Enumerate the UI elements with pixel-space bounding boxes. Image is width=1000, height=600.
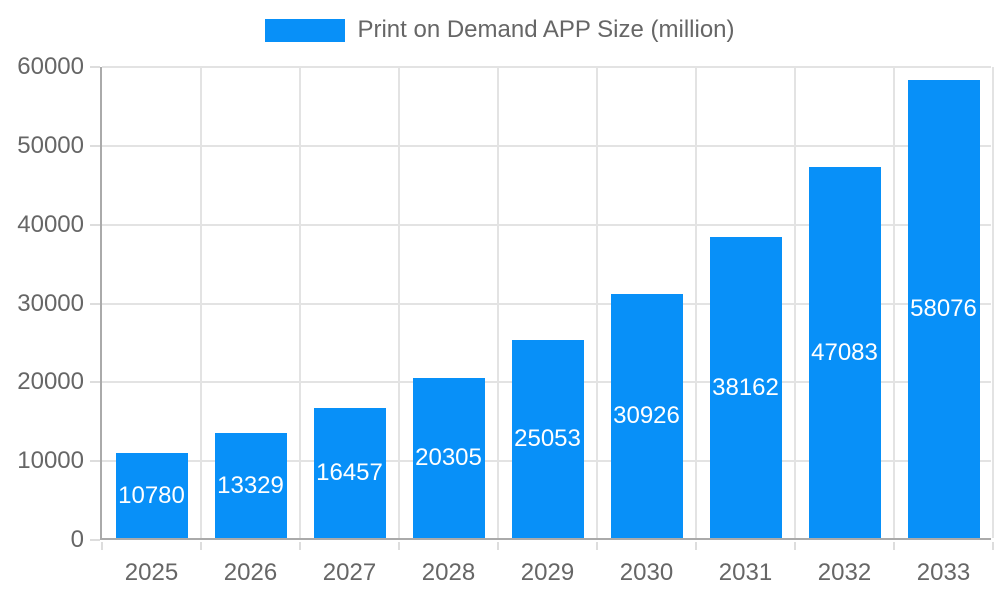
y-axis-tick	[90, 460, 100, 463]
y-axis-label: 0	[70, 526, 84, 553]
gridline-horizontal	[102, 223, 991, 226]
x-axis-tick	[200, 542, 202, 550]
bar-value-label: 30926	[613, 402, 680, 429]
bar-value-label: 20305	[415, 444, 482, 471]
y-axis-label: 30000	[17, 289, 84, 317]
bar-2028: 20305	[412, 378, 485, 538]
y-axis-tick	[90, 223, 100, 226]
legend-swatch-icon	[265, 18, 346, 42]
x-axis-label: 2026	[223, 559, 278, 586]
bar-2026: 13329	[214, 433, 287, 538]
legend-item[interactable]: Print on Demand APP Size (million)	[265, 16, 735, 43]
bar-2029: 25053	[511, 340, 584, 538]
y-axis-label: 60000	[17, 53, 84, 80]
y-axis-tick	[90, 302, 100, 305]
x-axis-tick	[398, 542, 400, 550]
y-axis-label: 20000	[17, 368, 84, 396]
gridline-vertical	[695, 67, 697, 538]
bar-value-label: 38162	[712, 373, 779, 401]
gridline-horizontal	[102, 66, 991, 68]
gridline-horizontal	[102, 302, 991, 305]
bar-value-label: 58076	[910, 295, 977, 322]
x-axis-label: 2030	[619, 559, 674, 586]
gridline-vertical	[596, 67, 598, 538]
gridline-vertical	[992, 67, 994, 538]
x-axis-tick	[497, 542, 499, 550]
gridline-vertical	[794, 67, 796, 538]
gridline-vertical	[398, 67, 400, 538]
bar-value-label: 47083	[811, 338, 878, 366]
x-axis-label: 2031	[718, 559, 773, 586]
bar-value-label: 13329	[217, 471, 284, 499]
bar-value-label: 16457	[316, 459, 383, 486]
gridline-horizontal	[102, 144, 991, 147]
x-axis-tick	[101, 542, 103, 550]
x-axis-tick	[992, 542, 994, 550]
x-axis-tick	[299, 542, 301, 550]
y-axis-label: 50000	[17, 131, 84, 159]
gridline-vertical	[893, 67, 895, 538]
legend-label: Print on Demand APP Size (million)	[357, 16, 735, 43]
y-axis-tick	[90, 539, 100, 541]
gridline-vertical	[200, 67, 202, 538]
y-axis-tick	[90, 66, 100, 68]
x-axis-label: 2028	[421, 559, 476, 586]
x-axis-label: 2033	[916, 559, 971, 586]
bar-2030: 30926	[610, 294, 683, 538]
x-axis-label: 2027	[322, 559, 377, 586]
bar-2033: 58076	[907, 80, 980, 538]
bar-2032: 47083	[808, 167, 881, 538]
x-axis-tick	[695, 542, 697, 550]
gridline-vertical	[299, 67, 301, 538]
plot-area: 10780 13329 16457 20305 25053 30926 38162 47083…	[100, 66, 994, 540]
y-axis-label: 10000	[17, 447, 84, 475]
bar-2031: 38162	[709, 237, 782, 538]
x-axis-label: 2025	[124, 559, 179, 586]
bar-value-label: 10780	[118, 481, 185, 509]
x-axis-label: 2032	[817, 559, 872, 586]
bar-2025: 10780	[115, 453, 188, 538]
x-axis-label: 2029	[520, 559, 575, 586]
x-axis-tick	[893, 542, 895, 550]
legend: Print on Demand APP Size (million)	[0, 17, 1000, 43]
y-axis-tick	[90, 144, 100, 147]
x-axis-tick	[596, 542, 598, 550]
y-axis-label: 40000	[17, 210, 84, 238]
y-axis-tick	[90, 381, 100, 384]
x-axis-tick	[794, 542, 796, 550]
bar-2027: 16457	[313, 408, 386, 538]
bar-value-label: 25053	[514, 425, 581, 452]
gridline-vertical	[497, 67, 499, 538]
